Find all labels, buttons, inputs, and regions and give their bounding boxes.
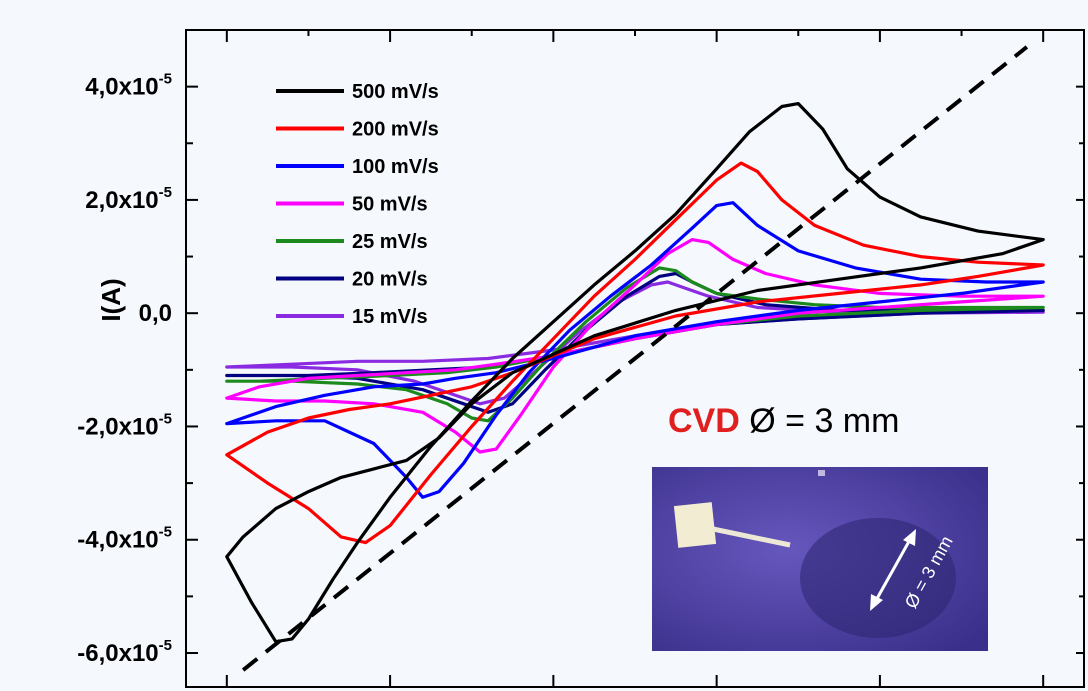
series-group <box>225 45 1045 672</box>
inset-photo: Ø = 3 mm <box>652 467 988 651</box>
y-tick-label: -2,0x10-5 <box>77 410 172 440</box>
series-line <box>225 101 1045 644</box>
y-tick-label: -4,0x10-5 <box>77 524 172 554</box>
double-arrow-icon <box>870 529 916 611</box>
inset-speck <box>818 470 825 476</box>
series-line <box>225 161 1045 545</box>
legend-label: 200 mV/s <box>352 119 439 141</box>
dashed-reference-line <box>241 45 1029 672</box>
y-tick-label: 0,0 <box>139 300 172 327</box>
y-axis-label: I(A) <box>96 278 126 321</box>
y-tick-label: -6,0x10-5 <box>77 637 172 667</box>
series-line <box>225 266 1045 423</box>
inset-electrode-lead <box>712 526 791 548</box>
legend-label: 20 mV/s <box>352 269 428 291</box>
y-tick-label: 4,0x10-5 <box>85 71 172 101</box>
series-line <box>225 238 1045 454</box>
series-line <box>225 280 1045 406</box>
legend-label: 100 mV/s <box>352 156 439 178</box>
annotation-red-text: CVD <box>668 402 740 440</box>
legend-label: 25 mV/s <box>352 231 428 253</box>
series-line <box>225 201 1045 499</box>
annotation-text: CVD Ø = 3 mm <box>668 402 899 440</box>
x-axis <box>225 30 1045 687</box>
inset-electrode-pad <box>673 502 717 548</box>
y-tick-label: 2,0x10-5 <box>85 184 172 214</box>
annotation-rest-text: Ø = 3 mm <box>740 402 900 440</box>
legend: 500 mV/s 200 mV/s 100 mV/s 50 mV/s 25 mV/s 20… <box>276 81 439 328</box>
legend-label: 15 mV/s <box>352 306 428 328</box>
legend-label: 500 mV/s <box>352 81 439 103</box>
legend-label: 50 mV/s <box>352 194 428 216</box>
inset-dark-area <box>800 518 956 638</box>
y-axis: 4,0x10-5 2,0x10-5 0,0 -2,0x10-5 -4,0x10-5 -6,… <box>77 71 1084 667</box>
